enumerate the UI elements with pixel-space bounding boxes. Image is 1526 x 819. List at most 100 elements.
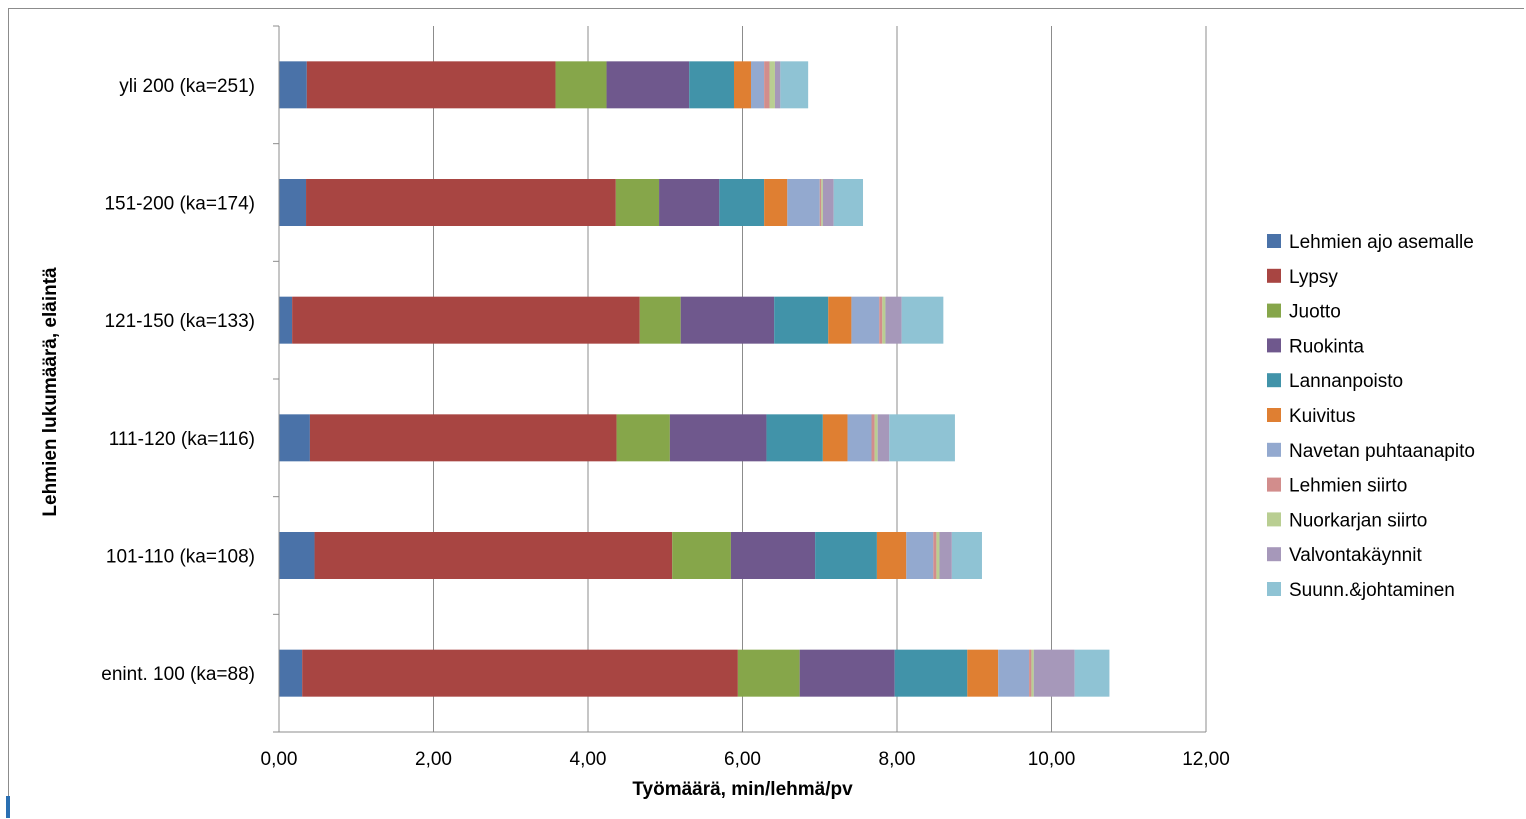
- bar-segment: [734, 61, 751, 109]
- bar-segment: [279, 414, 310, 462]
- x-axis-title: Työmäärä, min/lehmä/pv: [632, 779, 853, 800]
- bar-segment: [1074, 649, 1110, 697]
- bar-segment: [815, 532, 877, 579]
- bar-segment: [833, 179, 864, 226]
- bar-segment: [851, 296, 880, 344]
- bar-segment: [936, 532, 940, 579]
- bar-segment: [279, 61, 307, 109]
- category-label: 121-150 (ka=133): [104, 311, 255, 332]
- category-label: 111-120 (ka=116): [109, 429, 255, 450]
- axes-group: [273, 25, 1206, 733]
- bar-segment: [847, 414, 872, 462]
- category-label: yli 200 (ka=251): [119, 76, 255, 97]
- bar-segment: [876, 532, 907, 579]
- bar-segment: [279, 296, 293, 344]
- bar-segment: [737, 649, 800, 697]
- bar-segment: [889, 414, 955, 462]
- bar-segment: [998, 649, 1030, 697]
- bar-segment: [901, 296, 944, 344]
- bar-segment: [279, 649, 303, 697]
- bar-segment: [822, 414, 848, 462]
- legend-swatch: [1267, 338, 1281, 353]
- x-tick-label: 12,00: [1182, 749, 1230, 770]
- bar-segment: [1029, 649, 1032, 697]
- bar-segment: [951, 532, 982, 579]
- legend-label: Ruokinta: [1289, 336, 1364, 357]
- bar-segment: [672, 532, 731, 579]
- x-tick-labels: 0,00 2,00 4,00 6,00 8,00 10,00 12,00: [261, 749, 1230, 770]
- bar-segment: [906, 532, 934, 579]
- bar-segment: [764, 179, 788, 226]
- bar-segment: [292, 296, 640, 344]
- legend-swatch: [1267, 512, 1281, 527]
- legend-label: Juotto: [1289, 302, 1341, 323]
- legend-swatch: [1267, 268, 1281, 283]
- legend-swatch: [1267, 442, 1281, 457]
- bar-segment: [939, 532, 952, 579]
- legend-swatch: [1267, 303, 1281, 318]
- bar-segment: [279, 179, 307, 226]
- legend-label: Lehmien siirto: [1289, 476, 1407, 497]
- bar-segment: [309, 414, 617, 462]
- legend: Lehmien ajo asemalle Lypsy Juotto Ruokinta L…: [1267, 232, 1475, 601]
- legend-label: Suunn.&johtaminen: [1289, 580, 1455, 601]
- bar-segment: [819, 179, 822, 226]
- bar-segment: [967, 649, 999, 697]
- bar-segment: [1033, 649, 1075, 697]
- bar-segment: [1031, 649, 1034, 697]
- bar-segment: [306, 61, 556, 109]
- bar-segment: [871, 414, 875, 462]
- category-label: enint. 100 (ka=88): [101, 664, 255, 685]
- legend-swatch: [1267, 477, 1281, 492]
- bar-segment: [659, 179, 720, 226]
- bar-segment: [766, 414, 823, 462]
- legend-label: Valvontakäynnit: [1289, 545, 1422, 566]
- category-labels: yli 200 (ka=251) 151-200 (ka=174) 121-150 …: [101, 76, 255, 685]
- legend-swatch: [1267, 373, 1281, 388]
- bars-group: [279, 61, 1110, 697]
- left-edge-accent: [6, 796, 10, 818]
- x-tick-label: 0,00: [261, 749, 298, 770]
- bar-segment: [730, 532, 816, 579]
- bar-segment: [933, 532, 937, 579]
- bar-segment: [774, 296, 829, 344]
- bar-segment: [639, 296, 681, 344]
- legend-label: Lehmien ajo asemalle: [1289, 232, 1474, 253]
- bar-segment: [615, 179, 660, 226]
- chart-frame: [8, 8, 1524, 816]
- x-tick-label: 8,00: [879, 749, 916, 770]
- bar-segment: [769, 61, 775, 109]
- bar-segment: [302, 649, 738, 697]
- category-label: 101-110 (ka=108): [106, 547, 255, 568]
- legend-label: Kuivitus: [1289, 406, 1356, 427]
- bar-segment: [314, 532, 673, 579]
- bar-segment: [774, 61, 781, 109]
- x-tick-label: 2,00: [415, 749, 452, 770]
- bar-segment: [689, 61, 735, 109]
- bar-segment: [828, 296, 852, 344]
- bar-segment: [894, 649, 968, 697]
- x-tick-label: 10,00: [1028, 749, 1076, 770]
- x-tick-label: 4,00: [570, 749, 607, 770]
- category-label: 151-200 (ka=174): [104, 194, 255, 215]
- bar-segment: [822, 179, 834, 226]
- legend-swatch: [1267, 547, 1281, 562]
- bar-segment: [680, 296, 775, 344]
- bar-segment: [669, 414, 767, 462]
- bar-segment: [780, 61, 809, 109]
- bar-segment: [306, 179, 616, 226]
- bar-segment: [821, 179, 823, 226]
- bar-segment: [616, 414, 670, 462]
- bar-segment: [799, 649, 895, 697]
- legend-swatch: [1267, 408, 1281, 422]
- gridlines: [433, 26, 1207, 732]
- bar-segment: [606, 61, 690, 109]
- legend-label: Navetan puhtaanapito: [1289, 441, 1475, 462]
- legend-swatch: [1267, 234, 1281, 248]
- x-tick-label: 6,00: [724, 749, 761, 770]
- bar-segment: [279, 532, 315, 579]
- bar-segment: [885, 296, 902, 344]
- bar-segment: [882, 296, 886, 344]
- y-axis-title: Lehmien lukumäärä, eläintä: [40, 267, 61, 517]
